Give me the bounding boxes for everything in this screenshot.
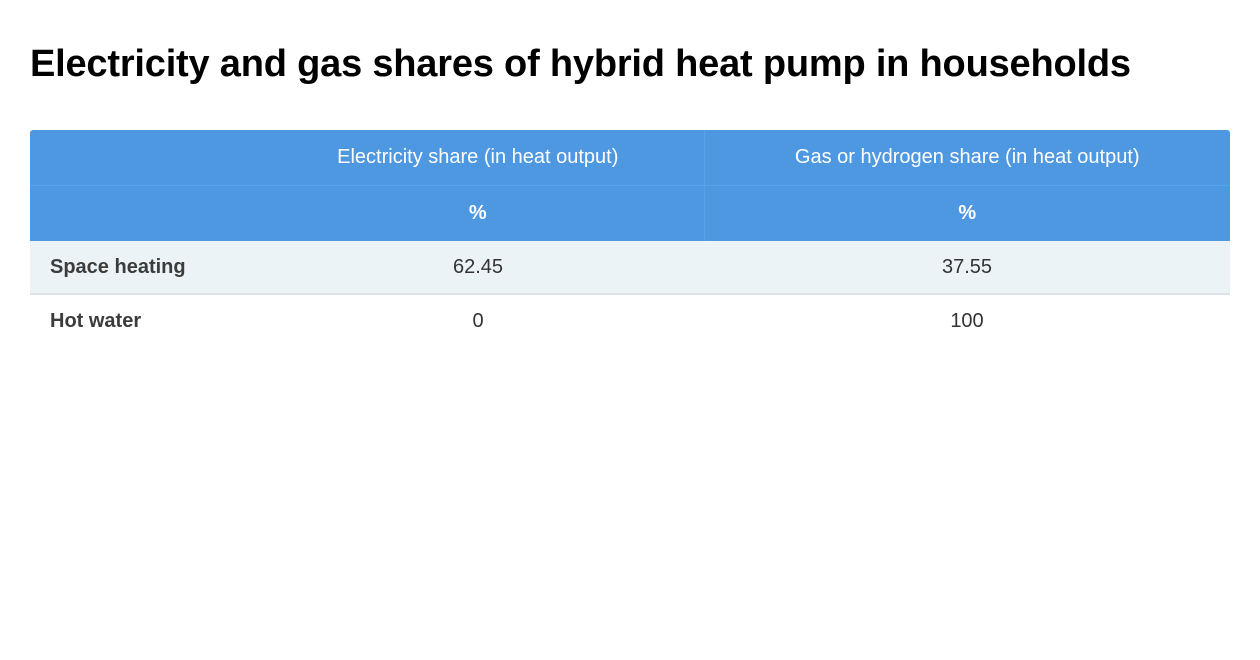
header-corner-cell <box>30 130 252 186</box>
unit-electricity: % <box>252 185 705 241</box>
header-row-units: % % <box>30 185 1230 241</box>
row-label-space-heating: Space heating <box>30 241 252 295</box>
table-row: Hot water 0 100 <box>30 294 1230 347</box>
header-gas-share: Gas or hydrogen share (in heat output) <box>704 130 1230 186</box>
page-title: Electricity and gas shares of hybrid hea… <box>30 43 1131 85</box>
table-row: Space heating 62.45 37.55 <box>30 241 1230 295</box>
table-body: Space heating 62.45 37.55 Hot water 0 10… <box>30 241 1230 347</box>
unit-corner-cell <box>30 185 252 241</box>
data-table-container: Electricity share (in heat output) Gas o… <box>30 130 1230 347</box>
cell-gas-value: 37.55 <box>704 241 1230 295</box>
unit-gas: % <box>704 185 1230 241</box>
row-label-hot-water: Hot water <box>30 294 252 347</box>
cell-electricity-value: 62.45 <box>252 241 704 295</box>
header-row-labels: Electricity share (in heat output) Gas o… <box>30 130 1230 186</box>
table-header: Electricity share (in heat output) Gas o… <box>30 130 1230 241</box>
cell-electricity-value: 0 <box>252 294 704 347</box>
cell-gas-value: 100 <box>704 294 1230 347</box>
header-electricity-share: Electricity share (in heat output) <box>252 130 705 186</box>
data-table: Electricity share (in heat output) Gas o… <box>30 130 1230 347</box>
